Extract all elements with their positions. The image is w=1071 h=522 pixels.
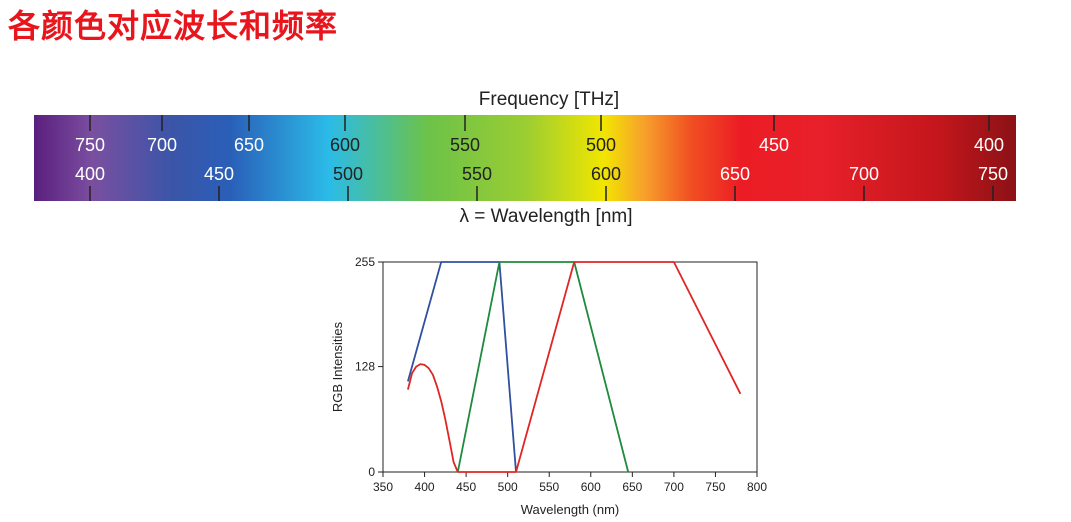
x-tick-label: 700: [664, 480, 684, 494]
x-tick-label: 600: [581, 480, 601, 494]
wavelength-tick-label: 500: [333, 164, 363, 184]
wavelength-tick-label: 450: [204, 164, 234, 184]
chart-series: [407, 261, 742, 473]
y-tick-label: 0: [368, 465, 375, 479]
frequency-tick-label: 750: [75, 135, 105, 155]
frequency-tick-label: 500: [586, 135, 616, 155]
chart-ticks: 350 400 450 500 550 600 650 700 750 800 0 128 255: [355, 255, 767, 494]
wavelength-ticks: 400 450 500 550 600 650 700 750: [75, 164, 1008, 201]
wavelength-tick-label: 750: [978, 164, 1008, 184]
frequency-tick-label: 700: [147, 135, 177, 155]
wavelength-tick-label: 700: [849, 164, 879, 184]
x-axis-label: Wavelength (nm): [521, 502, 620, 517]
x-tick-label: 500: [498, 480, 518, 494]
frequency-ticks: 750 700 650 600 550 500 450 400: [75, 115, 1004, 155]
green-series-line: [456, 261, 630, 473]
color-spectrum-bar: 750 700 650 600 550 500 450 400 400 450 500 550 600…: [34, 115, 1016, 201]
x-tick-label: 450: [456, 480, 476, 494]
rgb-intensity-chart: 350 400 450 500 550 600 650 700 750 800 0 128 255 Wa…: [330, 255, 767, 517]
blue-series-line: [407, 261, 517, 473]
x-tick-label: 750: [705, 480, 725, 494]
y-axis-label: RGB Intensities: [330, 321, 345, 412]
x-tick-label: 350: [373, 480, 393, 494]
plot-frame: [382, 261, 758, 473]
x-tick-label: 650: [622, 480, 642, 494]
wavelength-tick-label: 400: [75, 164, 105, 184]
frequency-tick-label: 650: [234, 135, 264, 155]
wavelength-axis-label: λ = Wavelength [nm]: [459, 206, 633, 227]
frequency-tick-label: 600: [330, 135, 360, 155]
y-tick-label: 255: [355, 255, 375, 269]
frequency-tick-label: 450: [759, 135, 789, 155]
y-tick-label: 128: [355, 360, 375, 374]
wavelength-tick-label: 600: [591, 164, 621, 184]
page-title: 各颜色对应波长和频率: [8, 7, 339, 45]
wavelength-tick-label: 650: [720, 164, 750, 184]
x-tick-label: 400: [415, 480, 435, 494]
x-tick-label: 800: [747, 480, 767, 494]
frequency-tick-label: 550: [450, 135, 480, 155]
x-tick-label: 550: [539, 480, 559, 494]
frequency-axis-label: Frequency [THz]: [478, 89, 620, 110]
wavelength-tick-label: 550: [462, 164, 492, 184]
red-series-line: [407, 261, 742, 473]
spectrum-gradient: [34, 115, 1016, 201]
frequency-tick-label: 400: [974, 135, 1004, 155]
